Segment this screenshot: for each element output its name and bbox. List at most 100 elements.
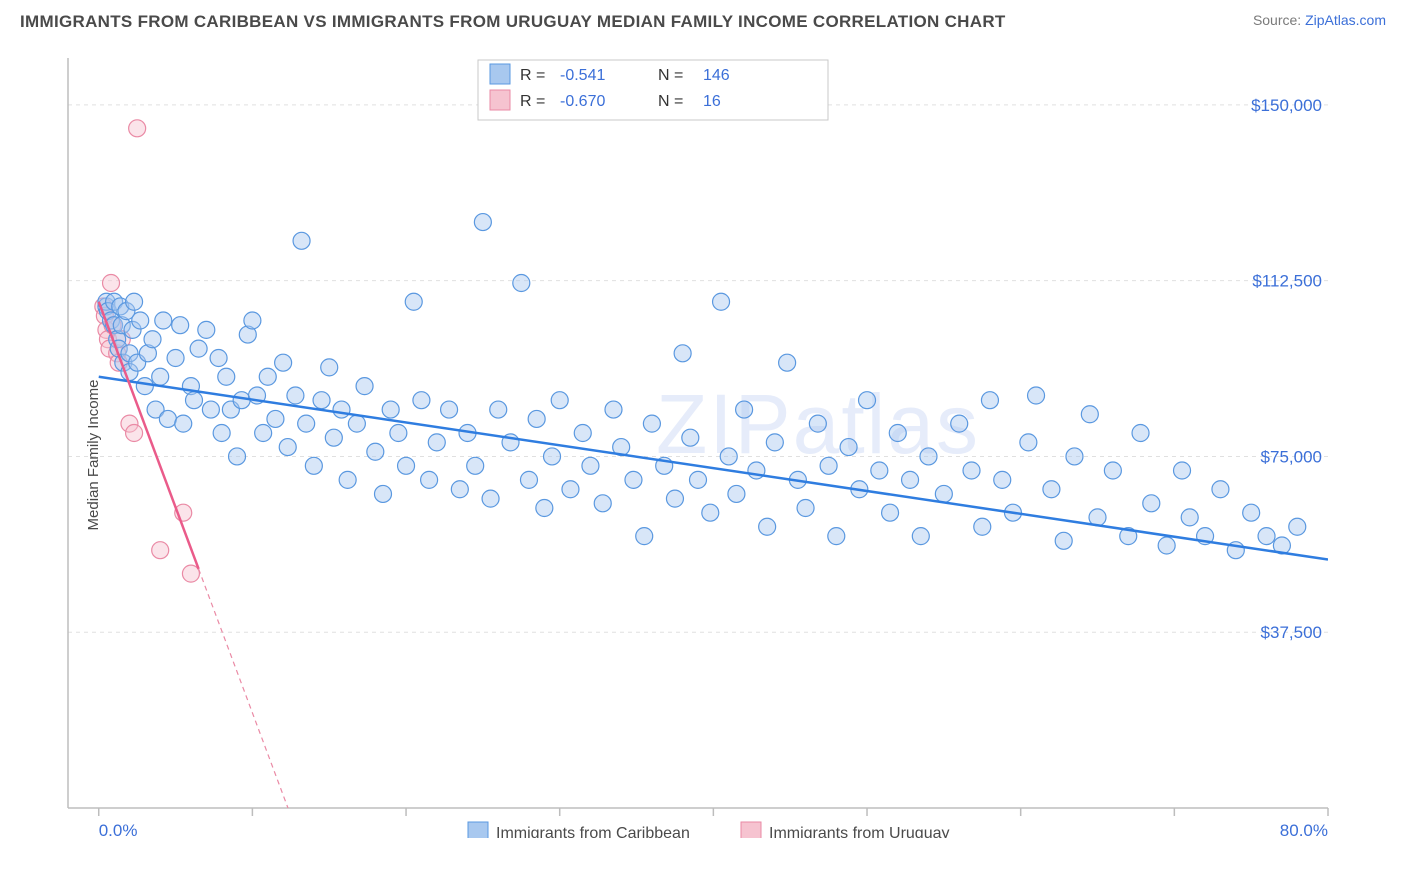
data-point: [674, 345, 691, 362]
svg-text:0.0%: 0.0%: [99, 821, 138, 838]
data-point: [298, 415, 315, 432]
data-point: [356, 378, 373, 395]
data-point: [643, 415, 660, 432]
data-point: [690, 471, 707, 488]
data-point: [333, 401, 350, 418]
source-link[interactable]: ZipAtlas.com: [1305, 12, 1386, 28]
data-point: [1174, 462, 1191, 479]
data-point: [1104, 462, 1121, 479]
legend-swatch: [468, 822, 488, 838]
data-point: [375, 485, 392, 502]
data-point: [594, 495, 611, 512]
data-point: [159, 410, 176, 427]
data-point: [1043, 481, 1060, 498]
scatter-chart: $37,500$75,000$112,500$150,0000.0%80.0%Z…: [48, 48, 1348, 838]
data-point: [528, 410, 545, 427]
data-point: [313, 392, 330, 409]
data-point: [1081, 406, 1098, 423]
data-point: [1132, 425, 1149, 442]
data-point: [779, 354, 796, 371]
data-point: [441, 401, 458, 418]
data-point: [666, 490, 683, 507]
source-prefix: Source:: [1253, 12, 1305, 28]
data-point: [482, 490, 499, 507]
data-point: [1066, 448, 1083, 465]
legend-n-value: 146: [703, 67, 730, 84]
data-point: [190, 340, 207, 357]
data-point: [702, 504, 719, 521]
data-point: [1289, 518, 1306, 535]
data-point: [1028, 387, 1045, 404]
data-point: [935, 485, 952, 502]
source-label: Source: ZipAtlas.com: [1253, 12, 1386, 28]
data-point: [233, 392, 250, 409]
data-point: [605, 401, 622, 418]
data-point: [428, 434, 445, 451]
data-point: [859, 392, 876, 409]
data-point: [736, 401, 753, 418]
data-point: [144, 331, 161, 348]
data-point: [213, 425, 230, 442]
data-point: [126, 425, 143, 442]
data-point: [994, 471, 1011, 488]
data-point: [421, 471, 438, 488]
data-point: [1258, 528, 1275, 545]
data-point: [912, 528, 929, 545]
data-point: [287, 387, 304, 404]
data-point: [889, 425, 906, 442]
data-point: [882, 504, 899, 521]
legend-series-label: Immigrants from Uruguay: [769, 825, 950, 838]
data-point: [636, 528, 653, 545]
data-point: [136, 378, 153, 395]
data-point: [198, 321, 215, 338]
legend-r-label: R =: [520, 93, 545, 110]
data-point: [467, 457, 484, 474]
legend-r-label: R =: [520, 67, 545, 84]
data-point: [1212, 481, 1229, 498]
data-point: [218, 368, 235, 385]
legend-series-label: Immigrants from Caribbean: [496, 825, 690, 838]
data-point: [103, 275, 120, 292]
data-point: [513, 275, 530, 292]
data-point: [152, 368, 169, 385]
data-point: [1020, 434, 1037, 451]
data-point: [398, 457, 415, 474]
data-point: [229, 448, 246, 465]
data-point: [1158, 537, 1175, 554]
data-point: [1143, 495, 1160, 512]
data-point: [152, 542, 169, 559]
data-point: [155, 312, 172, 329]
data-point: [490, 401, 507, 418]
data-point: [210, 350, 227, 367]
data-point: [766, 434, 783, 451]
data-point: [562, 481, 579, 498]
data-point: [1243, 504, 1260, 521]
data-point: [574, 425, 591, 442]
y-axis-label: Median Family Income: [85, 380, 102, 531]
chart-title: IMMIGRANTS FROM CARIBBEAN VS IMMIGRANTS …: [20, 12, 1006, 32]
data-point: [871, 462, 888, 479]
data-point: [172, 317, 189, 334]
legend-r-value: -0.670: [560, 93, 605, 110]
legend-swatch: [490, 64, 510, 84]
data-point: [413, 392, 430, 409]
data-point: [279, 439, 296, 456]
data-point: [963, 462, 980, 479]
svg-text:$112,500: $112,500: [1252, 272, 1322, 291]
data-point: [244, 312, 261, 329]
data-point: [259, 368, 276, 385]
data-point: [275, 354, 292, 371]
svg-text:$150,000: $150,000: [1251, 96, 1322, 115]
data-point: [126, 293, 143, 310]
data-point: [451, 481, 468, 498]
data-point: [828, 528, 845, 545]
data-point: [902, 471, 919, 488]
data-point: [175, 415, 192, 432]
legend-n-label: N =: [658, 67, 683, 84]
data-point: [186, 392, 203, 409]
legend-swatch: [741, 822, 761, 838]
data-point: [536, 500, 553, 517]
data-point: [339, 471, 356, 488]
data-point: [520, 471, 537, 488]
data-point: [551, 392, 568, 409]
